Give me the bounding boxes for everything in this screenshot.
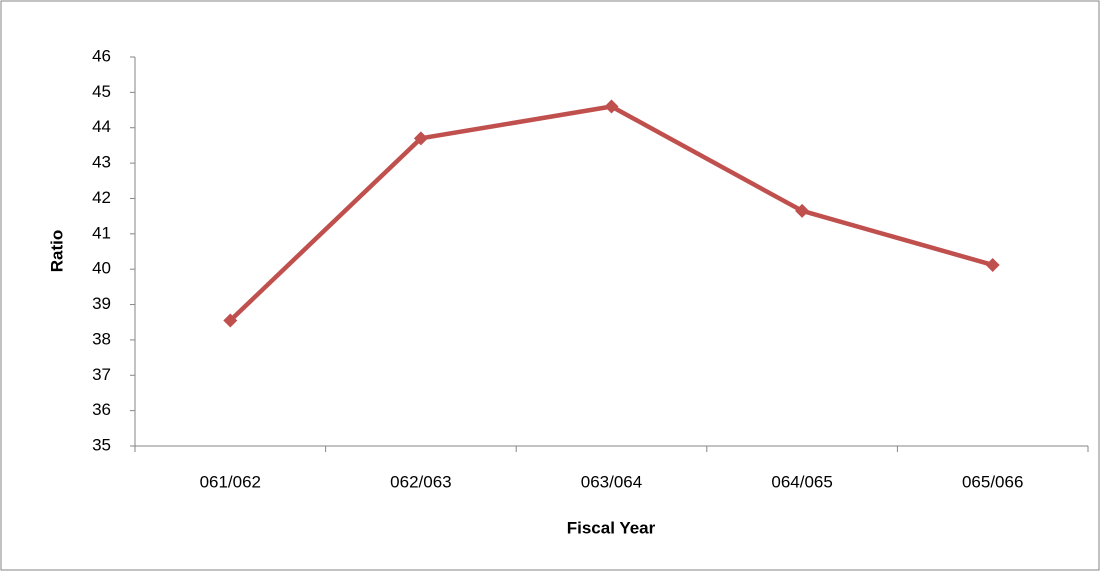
- y-tick-label: 43: [92, 153, 111, 172]
- data-point: [985, 257, 1000, 272]
- x-tick-label: 065/066: [962, 472, 1023, 491]
- y-tick-label: 38: [92, 329, 111, 348]
- y-tick-label: 36: [92, 400, 111, 419]
- x-axis-label: Fiscal Year: [567, 518, 656, 537]
- x-tick-label: 061/062: [200, 472, 261, 491]
- data-point: [604, 99, 619, 114]
- x-tick-label: 062/063: [390, 472, 451, 491]
- data-point: [223, 313, 238, 328]
- y-tick-label: 46: [92, 46, 111, 65]
- y-tick-label: 35: [92, 435, 111, 454]
- y-tick-label: 45: [92, 82, 111, 101]
- y-axis-label: Ratio: [47, 230, 66, 273]
- data-point: [795, 203, 810, 218]
- data-point: [413, 131, 428, 146]
- y-tick-label: 39: [92, 294, 111, 313]
- y-tick-label: 41: [92, 223, 111, 242]
- x-tick-label: 064/065: [771, 472, 832, 491]
- y-tick-label: 42: [92, 188, 111, 207]
- y-tick-label: 40: [92, 259, 111, 278]
- y-tick-label: 37: [92, 365, 111, 384]
- y-tick-label: 44: [92, 117, 111, 136]
- x-tick-label: 063/064: [581, 472, 642, 491]
